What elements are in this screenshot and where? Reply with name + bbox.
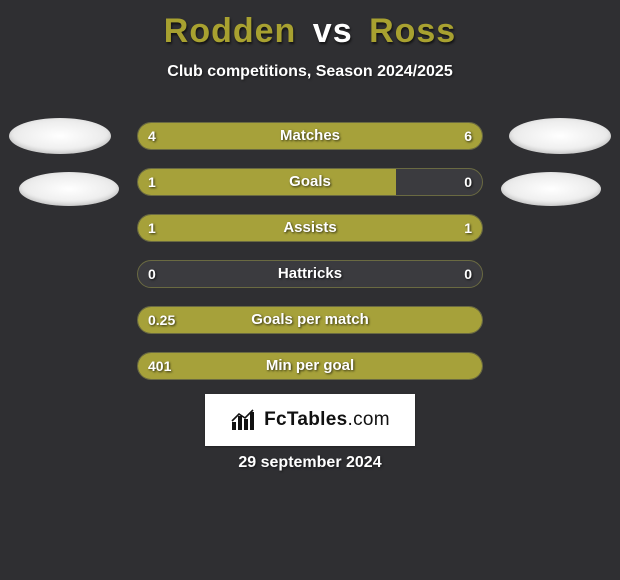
bar-track xyxy=(137,122,483,150)
stats-block: 4 Matches 6 1 Goals 0 1 Assists 1 xyxy=(0,122,620,398)
date: 29 september 2024 xyxy=(0,454,620,472)
bar-track xyxy=(137,168,483,196)
bar-track xyxy=(137,260,483,288)
stat-value-left: 1 xyxy=(148,214,156,242)
stat-value-left: 4 xyxy=(148,122,156,150)
bar-left xyxy=(138,215,310,241)
bar-left xyxy=(138,123,276,149)
title-vs: vs xyxy=(313,12,353,50)
logo-tables: Tables xyxy=(287,409,348,430)
stat-row: 0 Hattricks 0 xyxy=(0,260,620,288)
stat-value-right: 0 xyxy=(464,260,472,288)
stat-value-left: 0 xyxy=(148,260,156,288)
stat-value-right: 6 xyxy=(464,122,472,150)
bar-right xyxy=(310,215,482,241)
bar-left xyxy=(138,307,482,333)
stat-row: 0.25 Goals per match xyxy=(0,306,620,334)
stat-row: 1 Goals 0 xyxy=(0,168,620,196)
bar-track xyxy=(137,306,483,334)
fctables-logo: FcTables.com xyxy=(205,394,415,446)
stat-row: 1 Assists 1 xyxy=(0,214,620,242)
stat-value-right: 1 xyxy=(464,214,472,242)
stat-value-right: 0 xyxy=(464,168,472,196)
bar-track xyxy=(137,214,483,242)
bar-left xyxy=(138,169,396,195)
logo-dotcom: .com xyxy=(348,409,390,430)
comparison-infographic: Rodden vs Ross Club competitions, Season… xyxy=(0,0,620,580)
stat-value-left: 401 xyxy=(148,352,171,380)
title: Rodden vs Ross xyxy=(0,12,620,51)
stat-row: 4 Matches 6 xyxy=(0,122,620,150)
stat-row: 401 Min per goal xyxy=(0,352,620,380)
bars-icon xyxy=(230,408,258,432)
stat-value-left: 0.25 xyxy=(148,306,175,334)
logo-fc: Fc xyxy=(264,409,287,430)
subtitle: Club competitions, Season 2024/2025 xyxy=(0,63,620,81)
logo-text: FcTables.com xyxy=(264,409,390,431)
bar-left xyxy=(138,353,482,379)
title-player2: Ross xyxy=(369,12,456,50)
title-player1: Rodden xyxy=(164,12,297,50)
bar-right xyxy=(276,123,482,149)
stat-value-left: 1 xyxy=(148,168,156,196)
bar-track xyxy=(137,352,483,380)
